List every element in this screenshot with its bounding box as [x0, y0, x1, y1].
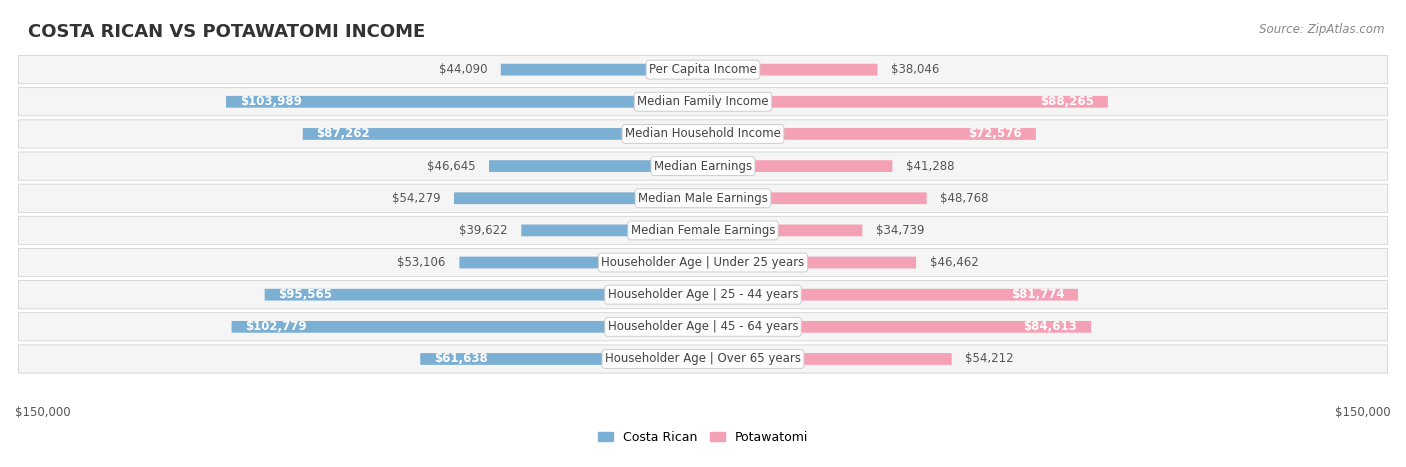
Text: $54,279: $54,279 — [392, 192, 440, 205]
Text: Median Male Earnings: Median Male Earnings — [638, 192, 768, 205]
FancyBboxPatch shape — [703, 257, 917, 269]
FancyBboxPatch shape — [226, 96, 703, 108]
FancyBboxPatch shape — [18, 313, 1388, 341]
Text: $54,212: $54,212 — [966, 353, 1014, 366]
FancyBboxPatch shape — [420, 353, 703, 365]
FancyBboxPatch shape — [501, 64, 703, 76]
FancyBboxPatch shape — [460, 257, 703, 269]
Text: $44,090: $44,090 — [439, 63, 486, 76]
FancyBboxPatch shape — [18, 281, 1388, 309]
Text: $46,462: $46,462 — [929, 256, 979, 269]
FancyBboxPatch shape — [302, 128, 703, 140]
FancyBboxPatch shape — [18, 216, 1388, 245]
FancyBboxPatch shape — [18, 345, 1388, 373]
FancyBboxPatch shape — [18, 248, 1388, 276]
Text: $95,565: $95,565 — [278, 288, 332, 301]
FancyBboxPatch shape — [703, 96, 1108, 108]
Text: $34,739: $34,739 — [876, 224, 925, 237]
FancyBboxPatch shape — [703, 64, 877, 76]
Text: Source: ZipAtlas.com: Source: ZipAtlas.com — [1260, 23, 1385, 36]
Text: $46,645: $46,645 — [426, 160, 475, 173]
Text: $61,638: $61,638 — [434, 353, 488, 366]
FancyBboxPatch shape — [264, 289, 703, 301]
Text: $84,613: $84,613 — [1024, 320, 1077, 333]
Text: $103,989: $103,989 — [240, 95, 302, 108]
FancyBboxPatch shape — [703, 289, 1078, 301]
Text: Median Female Earnings: Median Female Earnings — [631, 224, 775, 237]
FancyBboxPatch shape — [522, 225, 703, 236]
FancyBboxPatch shape — [489, 160, 703, 172]
FancyBboxPatch shape — [18, 120, 1388, 148]
Text: Householder Age | Under 25 years: Householder Age | Under 25 years — [602, 256, 804, 269]
FancyBboxPatch shape — [703, 128, 1036, 140]
FancyBboxPatch shape — [703, 321, 1091, 333]
Text: $39,622: $39,622 — [458, 224, 508, 237]
FancyBboxPatch shape — [18, 184, 1388, 212]
Text: COSTA RICAN VS POTAWATOMI INCOME: COSTA RICAN VS POTAWATOMI INCOME — [28, 23, 426, 42]
Text: Median Household Income: Median Household Income — [626, 127, 780, 141]
Text: $87,262: $87,262 — [316, 127, 370, 141]
FancyBboxPatch shape — [703, 353, 952, 365]
Text: Per Capita Income: Per Capita Income — [650, 63, 756, 76]
FancyBboxPatch shape — [18, 88, 1388, 116]
Text: Median Family Income: Median Family Income — [637, 95, 769, 108]
Text: Householder Age | 25 - 44 years: Householder Age | 25 - 44 years — [607, 288, 799, 301]
FancyBboxPatch shape — [18, 152, 1388, 180]
Text: $81,774: $81,774 — [1011, 288, 1064, 301]
FancyBboxPatch shape — [703, 160, 893, 172]
FancyBboxPatch shape — [18, 56, 1388, 84]
FancyBboxPatch shape — [703, 225, 862, 236]
Text: $38,046: $38,046 — [891, 63, 939, 76]
Text: Householder Age | Over 65 years: Householder Age | Over 65 years — [605, 353, 801, 366]
Legend: Costa Rican, Potawatomi: Costa Rican, Potawatomi — [598, 431, 808, 444]
FancyBboxPatch shape — [454, 192, 703, 204]
Text: $53,106: $53,106 — [398, 256, 446, 269]
Text: $72,576: $72,576 — [969, 127, 1022, 141]
Text: Householder Age | 45 - 64 years: Householder Age | 45 - 64 years — [607, 320, 799, 333]
FancyBboxPatch shape — [232, 321, 703, 333]
Text: $88,265: $88,265 — [1040, 95, 1094, 108]
Text: $41,288: $41,288 — [905, 160, 955, 173]
Text: $150,000: $150,000 — [1336, 406, 1391, 419]
Text: Median Earnings: Median Earnings — [654, 160, 752, 173]
Text: $150,000: $150,000 — [15, 406, 70, 419]
Text: $48,768: $48,768 — [941, 192, 988, 205]
Text: $102,779: $102,779 — [245, 320, 307, 333]
FancyBboxPatch shape — [703, 192, 927, 204]
